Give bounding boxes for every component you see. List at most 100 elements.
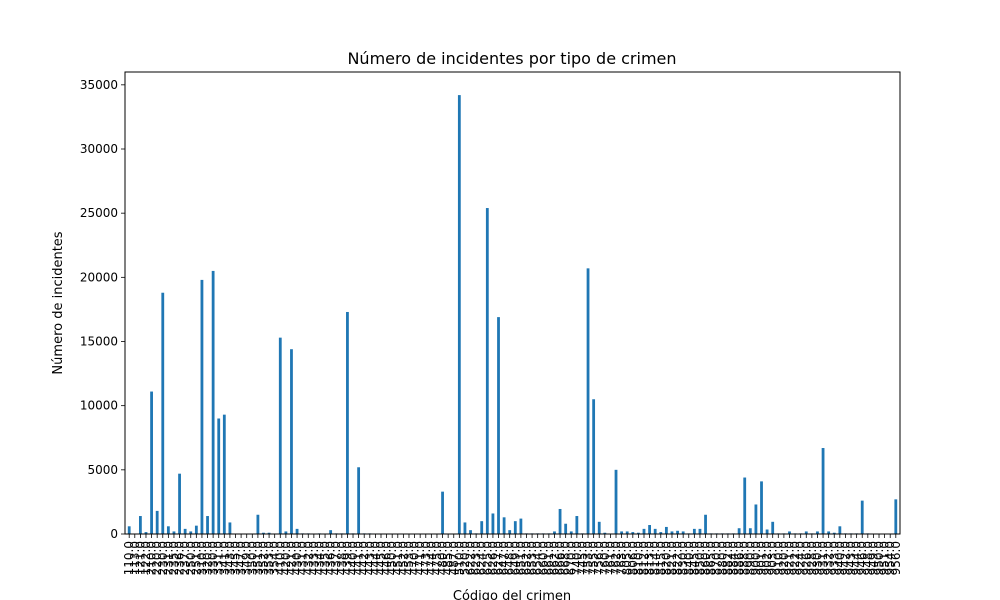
x-tick-label: 654.0 [531, 541, 545, 575]
x-tick-label: 453.0 [402, 541, 416, 575]
x-tick-label: 661.0 [542, 541, 556, 575]
x-tick-label: 901.0 [755, 541, 769, 575]
x-tick-label: 430.0 [290, 541, 304, 575]
x-tick-label: 865.0 [704, 541, 718, 575]
x-tick-label: 822.0 [671, 541, 685, 575]
bar-930.0 [816, 531, 819, 534]
bar-341.0 [222, 414, 226, 534]
x-tick-label: 924.0 [794, 541, 808, 575]
x-tick-label: 753.0 [581, 541, 595, 575]
x-tick-label: 220.0 [150, 541, 164, 575]
y-axis-label: Número de incidentes [51, 231, 66, 374]
x-tick-label: 949.0 [866, 541, 880, 575]
bar-236.0 [178, 473, 181, 534]
bar-756.0 [597, 521, 601, 534]
x-tick-label: 235.0 [167, 541, 181, 575]
bar-762.0 [614, 469, 618, 534]
x-tick-label: 662.0 [547, 541, 561, 575]
x-tick-label: 230.0 [156, 541, 170, 575]
x-tick-label: 880.0 [715, 541, 729, 575]
chart-title: Número de incidentes por tipo de crimen [347, 49, 676, 68]
x-tick-label: 445.0 [374, 541, 388, 575]
bar-420.0 [284, 531, 288, 534]
bar-890.0 [748, 528, 752, 534]
x-tick-label: 473.0 [419, 541, 433, 575]
bar-624.0 [480, 521, 484, 534]
x-tick-label: 436.0 [324, 541, 338, 575]
x-axis: 110.0113.0121.0122.0210.0220.0230.0231.0… [122, 534, 903, 575]
bar-830.0 [681, 531, 685, 534]
bar-220.0 [155, 510, 159, 534]
x-tick-label: 625.0 [480, 541, 494, 575]
bar-210.0 [150, 391, 153, 534]
bar-110.0 [127, 526, 131, 534]
x-tick-label: 520.0 [458, 541, 472, 575]
bars-group [127, 95, 898, 534]
bar-430.0 [295, 528, 299, 534]
bar-740.0 [575, 516, 579, 534]
x-tick-label: 451.0 [391, 541, 405, 575]
bar-625.0 [485, 208, 489, 534]
x-tick-label: 845.0 [687, 541, 701, 575]
bar-886.0 [737, 528, 741, 534]
x-tick-label: 624.0 [475, 541, 489, 575]
x-axis-label: Código del crimen [453, 589, 571, 600]
x-tick-label: 821.0 [665, 541, 679, 575]
x-tick-label: 113.0 [128, 541, 142, 575]
x-tick-label: 437.0 [329, 541, 343, 575]
x-tick-label: 930.0 [810, 541, 824, 575]
bar-331.0 [217, 418, 221, 534]
x-tick-label: 812.0 [637, 541, 651, 575]
x-tick-label: 932.0 [822, 541, 836, 575]
bar-230.0 [161, 292, 165, 534]
x-tick-label: 410.0 [273, 541, 287, 575]
x-tick-label: 921.0 [782, 541, 796, 575]
x-tick-label: 928.0 [805, 541, 819, 575]
x-tick-label: 805.0 [620, 541, 634, 575]
x-tick-label: 432.0 [301, 541, 315, 575]
bar-956.0 [894, 499, 898, 534]
y-axis: 0 5000 10000 15000 20000 25000 30000 35000 [80, 78, 125, 541]
x-tick-label: 622.0 [464, 541, 478, 575]
bar-627.0 [497, 317, 500, 534]
x-tick-label: 627.0 [492, 541, 506, 575]
x-tick-label: 660.0 [536, 541, 550, 575]
x-tick-label: 815.0 [654, 541, 668, 575]
x-tick-label: 444.0 [368, 541, 382, 575]
bar-670.0 [569, 531, 573, 534]
x-tick-label: 884.0 [727, 541, 741, 575]
bar-753.0 [586, 268, 590, 534]
bar-820.0 [664, 526, 668, 534]
bar-121.0 [138, 516, 142, 534]
bar-813.0 [648, 525, 651, 534]
x-tick-label: 668.0 [559, 541, 573, 575]
bar-237.0 [183, 528, 187, 534]
x-tick-label: 850.0 [693, 541, 707, 575]
x-tick-label: 320.0 [201, 541, 215, 575]
bar-806.0 [631, 532, 635, 534]
x-tick-label: 902.0 [760, 541, 774, 575]
x-tick-label: 954.0 [883, 541, 897, 575]
x-tick-label: 755.0 [587, 541, 601, 575]
x-tick-label: 762.0 [609, 541, 623, 575]
x-tick-label: 910.0 [771, 541, 785, 575]
x-tick-label: 352.0 [256, 541, 270, 575]
x-tick-label: 761.0 [603, 541, 617, 575]
bar-812.0 [642, 528, 646, 534]
x-tick-label: 421.0 [284, 541, 298, 575]
bar-662.0 [553, 531, 556, 534]
x-tick-label: 330.0 [206, 541, 220, 575]
x-tick-label: 944.0 [850, 541, 864, 575]
bar-850.0 [698, 528, 702, 534]
bar-900.0 [754, 504, 758, 534]
y-tick-label: 20000 [80, 270, 118, 284]
x-tick-label: 350.0 [245, 541, 259, 575]
bar-626.0 [491, 513, 495, 534]
x-tick-label: 888.0 [738, 541, 752, 575]
y-tick-label: 35000 [80, 78, 118, 92]
x-tick-label: 237.0 [178, 541, 192, 575]
x-tick-label: 933.0 [827, 541, 841, 575]
x-tick-label: 920.0 [777, 541, 791, 575]
x-tick-label: 740.0 [570, 541, 584, 575]
x-tick-label: 886.0 [732, 541, 746, 575]
